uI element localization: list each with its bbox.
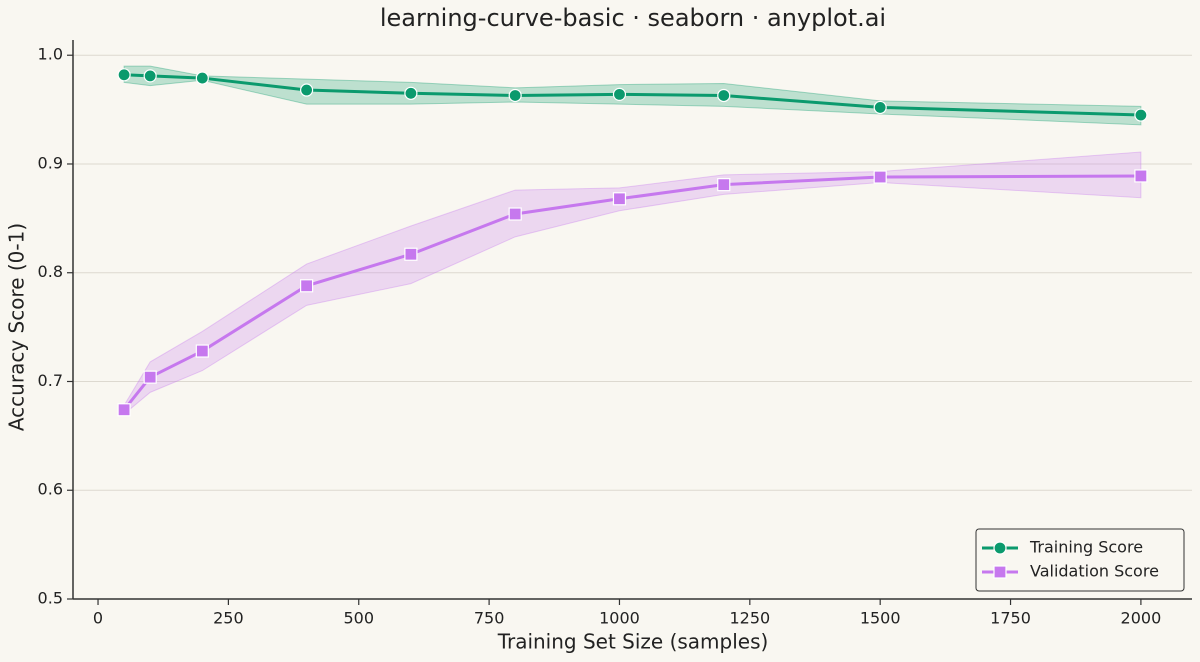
marker xyxy=(612,192,627,206)
confidence-band xyxy=(123,151,1142,416)
x-tick-label: 500 xyxy=(343,609,374,628)
chart-title: learning-curve-basic · seaborn · anyplot… xyxy=(380,4,886,32)
marker xyxy=(143,69,157,83)
x-tick-label: 1000 xyxy=(599,609,640,628)
x-tick-label: 2000 xyxy=(1121,609,1162,628)
marker xyxy=(1134,169,1148,183)
y-tick-label: 1.0 xyxy=(38,45,63,64)
marker xyxy=(404,247,418,261)
legend-label: Training Score xyxy=(1029,538,1143,557)
y-tick-label: 0.8 xyxy=(38,262,63,281)
y-axis-label: Accuracy Score (0-1) xyxy=(5,223,29,431)
marker xyxy=(300,83,314,97)
marker xyxy=(117,68,131,82)
marker xyxy=(508,88,522,103)
series-line xyxy=(122,174,1141,411)
legend-box xyxy=(975,528,1185,592)
marker xyxy=(300,279,314,293)
marker xyxy=(404,86,418,100)
marker xyxy=(195,344,209,358)
marker xyxy=(1134,108,1148,122)
x-tick-label: 1250 xyxy=(729,609,770,628)
marker xyxy=(143,370,157,384)
marker xyxy=(717,178,731,192)
y-tick-label: 0.9 xyxy=(38,153,63,172)
series-line xyxy=(124,73,1141,117)
marker xyxy=(612,87,627,101)
marker xyxy=(873,100,887,115)
marker xyxy=(508,207,522,221)
marker xyxy=(873,170,887,184)
marker xyxy=(117,403,131,417)
legend-marker xyxy=(993,541,1007,555)
x-axis-label: Training Set Size (samples) xyxy=(497,630,769,654)
marker xyxy=(717,88,731,103)
x-tick-label: 250 xyxy=(213,609,244,628)
y-tick-label: 0.7 xyxy=(38,371,63,390)
y-tick-label: 0.5 xyxy=(38,589,63,608)
x-tick-label: 1500 xyxy=(860,609,901,628)
legend-marker xyxy=(993,565,1007,579)
x-tick-label: 0 xyxy=(93,609,103,628)
marker xyxy=(195,71,209,85)
x-tick-label: 750 xyxy=(474,609,505,628)
y-tick-label: 0.6 xyxy=(38,480,63,499)
x-tick-label: 1750 xyxy=(990,609,1031,628)
legend-label: Validation Score xyxy=(1030,562,1159,581)
